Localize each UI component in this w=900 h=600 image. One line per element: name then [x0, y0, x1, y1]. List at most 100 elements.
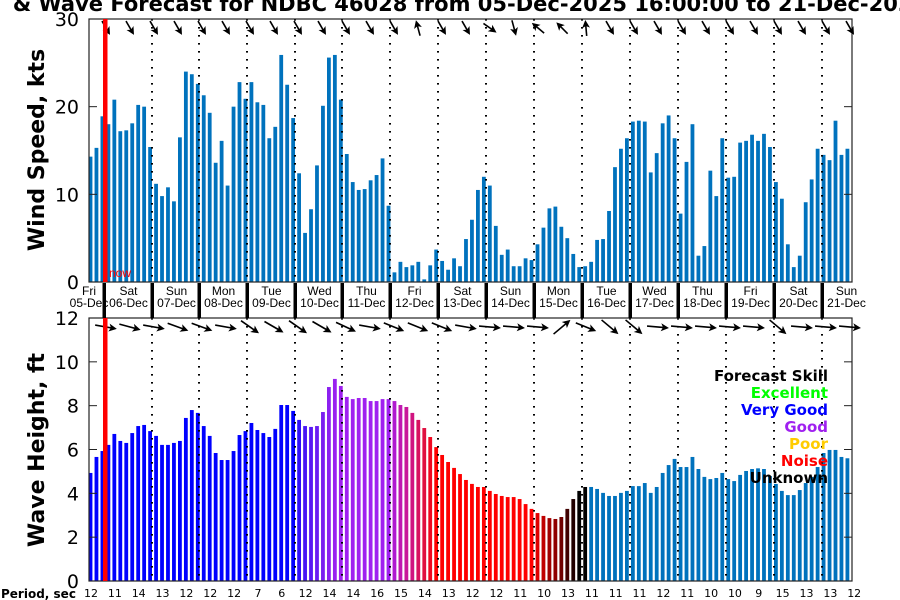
- day-boundary-tick: [532, 283, 536, 318]
- direction-arrow-icon: [838, 323, 861, 332]
- direction-arrow-icon: [240, 320, 260, 334]
- bar: [499, 495, 504, 581]
- arrow-shaft: [526, 325, 547, 329]
- bar: [732, 481, 737, 581]
- arrow-head: [516, 323, 525, 332]
- arrow-head: [443, 324, 453, 332]
- period-value: 12: [489, 587, 503, 600]
- arrow-shaft: [407, 322, 426, 331]
- arrow-shaft: [838, 325, 859, 329]
- bar: [446, 269, 450, 282]
- bar: [470, 219, 474, 282]
- bar: [273, 428, 278, 581]
- bar: [142, 106, 147, 283]
- bar: [428, 437, 433, 581]
- period-value: 13: [823, 587, 837, 600]
- bar: [154, 183, 158, 282]
- arrow-shaft: [742, 325, 763, 329]
- day-name-label: Fri: [744, 284, 758, 298]
- bar: [511, 266, 516, 282]
- bar: [487, 490, 492, 581]
- bar: [785, 495, 790, 581]
- arrow-head: [828, 323, 837, 332]
- bar: [523, 504, 528, 581]
- bar: [350, 399, 355, 581]
- legend-excellent: Excellent: [751, 384, 828, 402]
- direction-arrow-icon: [742, 323, 765, 332]
- bar: [243, 431, 248, 581]
- period-value: 9: [755, 587, 762, 600]
- bar: [255, 429, 260, 581]
- direction-arrow-icon: [677, 20, 686, 35]
- arrow-head: [414, 20, 422, 30]
- wave-panel: 0 2 4 6 8 10 12: [55, 308, 861, 593]
- arrow-head: [390, 26, 398, 35]
- bar: [738, 474, 743, 581]
- bar: [297, 419, 301, 581]
- bar: [714, 196, 719, 282]
- bar: [678, 467, 683, 581]
- bar: [476, 189, 480, 282]
- bar: [833, 120, 838, 283]
- bar: [768, 476, 772, 581]
- date-label: 11-Dec: [348, 296, 386, 310]
- arrow-shaft: [478, 325, 499, 329]
- bar: [136, 104, 141, 282]
- bar: [94, 456, 99, 581]
- direction-arrow-icon: [335, 321, 356, 332]
- bar: [172, 442, 176, 581]
- bar: [672, 138, 677, 282]
- arrow-shaft: [694, 325, 715, 329]
- bar: [243, 98, 248, 282]
- bar: [237, 82, 242, 283]
- bar: [809, 476, 814, 581]
- day-boundary-tick: [724, 283, 728, 318]
- y-tick-label: 0: [67, 272, 79, 294]
- arrow-shaft: [119, 323, 138, 330]
- bar: [666, 465, 671, 581]
- date-label: 20-Dec: [779, 296, 818, 310]
- bar: [356, 397, 361, 581]
- bar: [154, 435, 158, 581]
- bar: [398, 261, 403, 282]
- bar: [386, 205, 391, 282]
- direction-arrow-icon: [605, 20, 614, 35]
- arrow-head: [587, 324, 597, 332]
- period-value: 15: [394, 587, 408, 600]
- bar: [565, 238, 570, 282]
- period-value: 12: [299, 587, 313, 600]
- bar: [321, 412, 325, 581]
- bar: [160, 444, 164, 581]
- day-boundary-tick: [628, 283, 632, 318]
- y-tick-label: 12: [55, 308, 79, 330]
- bar: [321, 105, 325, 282]
- date-label: 07-Dec: [157, 296, 196, 310]
- bar: [678, 213, 683, 282]
- bar: [350, 182, 355, 282]
- arrow-head: [438, 26, 446, 35]
- bar: [827, 160, 832, 282]
- bar: [517, 499, 522, 581]
- bar: [589, 486, 594, 581]
- period-values: 12 11 14 13 12 12 12 7 6 12 14 14 16 15 14 13 12 12 11 10 13…: [84, 587, 861, 600]
- bar: [213, 453, 218, 581]
- bar: [315, 426, 319, 581]
- bar: [207, 435, 212, 581]
- arrow-head: [174, 26, 182, 35]
- arrow-head: [342, 26, 350, 35]
- direction-arrow-icon: [725, 20, 734, 35]
- bar: [607, 210, 611, 282]
- direction-arrow-icon: [317, 20, 326, 35]
- bar: [702, 246, 707, 282]
- bar: [553, 206, 558, 282]
- bar: [768, 146, 772, 282]
- bar: [571, 253, 576, 282]
- bar: [803, 483, 808, 581]
- bar: [541, 227, 546, 282]
- day-name-label: Tue: [596, 284, 617, 298]
- bar: [410, 412, 415, 581]
- bar: [696, 469, 701, 581]
- arrow-head: [804, 323, 813, 332]
- period-label: Period, sec: [1, 587, 76, 600]
- bar: [130, 123, 135, 282]
